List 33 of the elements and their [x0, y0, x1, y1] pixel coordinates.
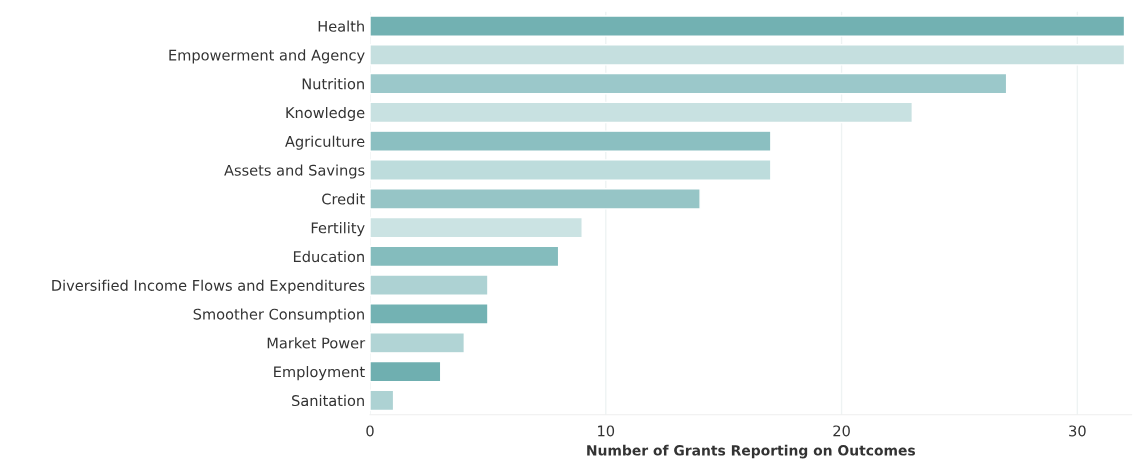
bar [370, 72, 1008, 95]
bar [370, 274, 489, 296]
y-tick-label: Nutrition [302, 78, 364, 90]
bar [370, 245, 560, 268]
y-tick-label: Agriculture [285, 135, 365, 150]
x-axis-title: Number of Grants Reporting on Outcomes [587, 444, 916, 459]
bar [370, 15, 1126, 37]
y-tick-label: Diversified Income Flows and Expenditures [52, 279, 365, 294]
x-tick-label: 10 [598, 425, 615, 437]
x-tick-label: 0 [366, 425, 374, 437]
x-tick-label: 30 [1069, 425, 1086, 437]
bar [370, 101, 914, 124]
bar [370, 303, 489, 325]
y-tick-label: Sanitation [292, 394, 364, 407]
y-tick-label: Empowerment and Agency [169, 49, 365, 64]
bar [370, 188, 701, 210]
y-tick-label: Assets and Savings [224, 164, 365, 179]
bar [370, 130, 772, 152]
bar [370, 360, 442, 383]
y-tick-label: Health [318, 20, 364, 32]
bar [370, 331, 466, 354]
y-tick-label: Credit [322, 193, 365, 205]
bar [370, 389, 395, 412]
y-tick-label: Employment [274, 366, 365, 381]
y-tick-label: Fertility [311, 222, 365, 237]
bar [370, 44, 1126, 66]
y-tick-label: Knowledge [286, 106, 365, 121]
bar [370, 159, 772, 181]
bar [370, 216, 583, 239]
y-tick-label: Education [293, 250, 364, 263]
y-tick-label: Smoother Consumption [193, 308, 364, 323]
x-tick-label: 20 [833, 425, 850, 437]
y-tick-label: Market Power [267, 337, 366, 349]
